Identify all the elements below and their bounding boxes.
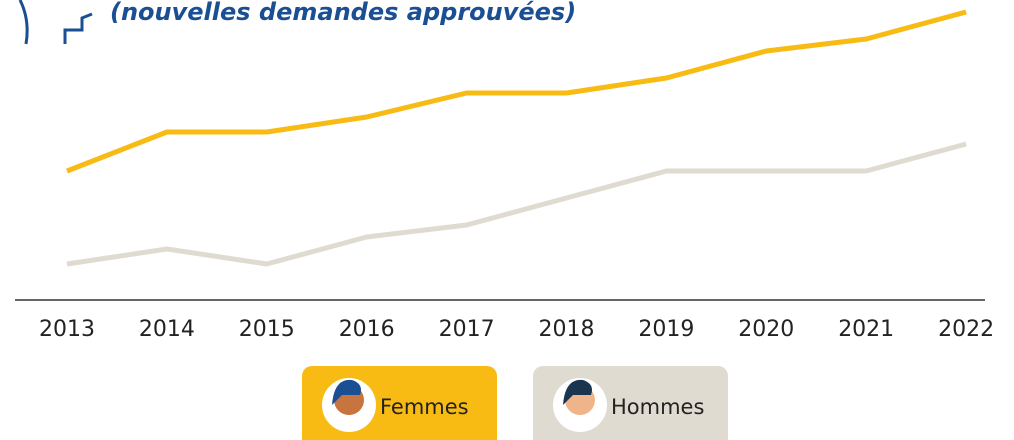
x-tick-label: 2016 <box>339 317 395 342</box>
decoration <box>18 0 29 45</box>
decoration <box>63 12 93 44</box>
x-tick-label: 2019 <box>638 317 694 342</box>
x-tick-label: 2018 <box>539 317 595 342</box>
x-tick-label: 2014 <box>139 317 195 342</box>
chart-subtitle: (nouvelles demandes approuvées) <box>110 0 576 26</box>
x-tick-label: 2022 <box>938 317 994 342</box>
x-tick-label: 2017 <box>439 317 495 342</box>
legend-label: Hommes <box>611 395 704 419</box>
x-tick-label: 2020 <box>738 317 794 342</box>
x-tick-label: 2021 <box>838 317 894 342</box>
legend-icon-hair <box>563 379 592 405</box>
legend-icon-hair <box>332 379 361 405</box>
line <box>66 141 967 267</box>
x-tick-label: 2015 <box>239 317 295 342</box>
line <box>66 9 967 174</box>
legend-label: Femmes <box>380 395 469 419</box>
x-tick-label: 2013 <box>39 317 95 342</box>
